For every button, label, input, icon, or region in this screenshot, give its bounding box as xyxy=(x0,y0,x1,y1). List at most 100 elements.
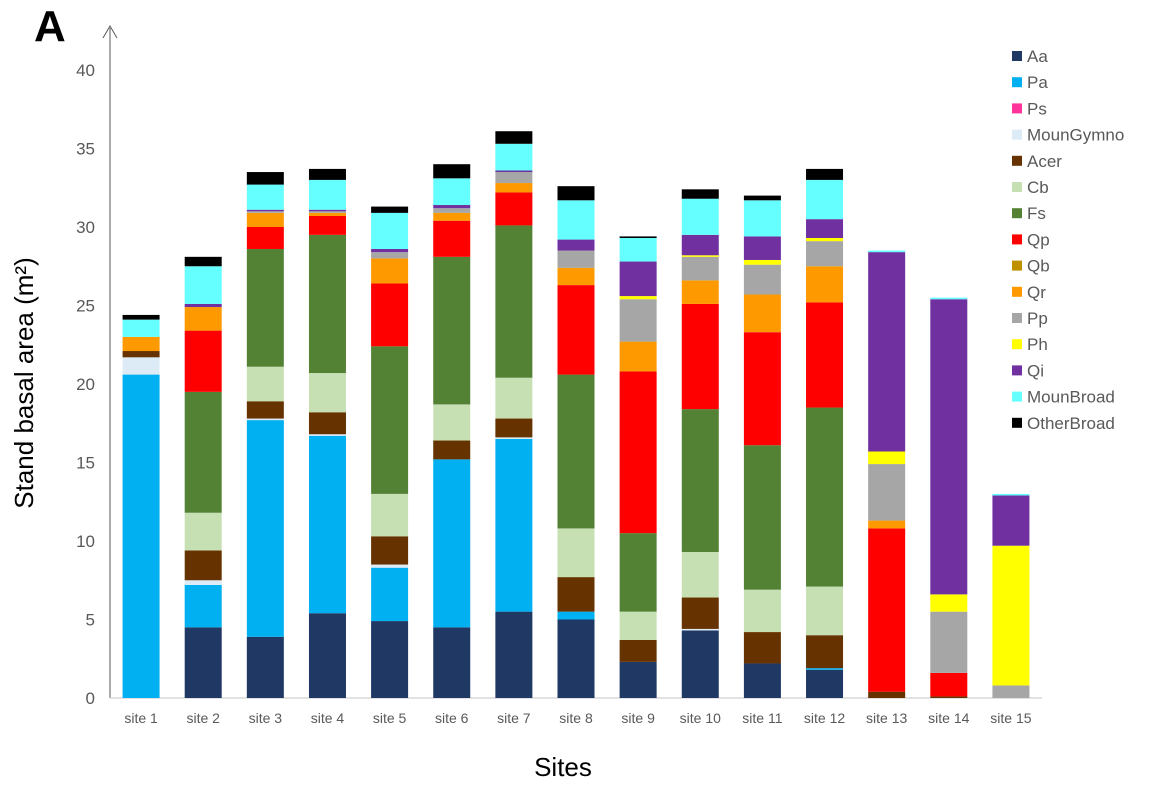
bar-segment xyxy=(371,248,409,253)
bar-segment xyxy=(246,418,284,421)
bar-segment xyxy=(992,495,1030,546)
y-tick-label: 25 xyxy=(76,297,95,316)
bar-segment xyxy=(495,437,533,439)
bar-segment xyxy=(184,256,222,267)
x-tick-label: site 9 xyxy=(621,710,655,726)
x-tick-label: site 4 xyxy=(311,710,345,726)
bar-segment xyxy=(246,209,284,212)
x-tick-label: site 7 xyxy=(497,710,531,726)
bar-segment xyxy=(371,621,409,698)
bar-segment xyxy=(557,239,595,251)
bar-segment xyxy=(806,266,844,303)
bar-segment xyxy=(371,258,409,284)
bar-segment xyxy=(246,184,284,210)
legend-swatch xyxy=(1012,339,1022,350)
bar-segment xyxy=(433,205,471,209)
bar-segment xyxy=(184,584,222,628)
bar-segment xyxy=(681,303,719,410)
bar-segment xyxy=(681,256,719,281)
bar-segment xyxy=(122,374,160,698)
bar-segment xyxy=(371,346,409,494)
bar-segment xyxy=(308,412,346,435)
legend-swatch xyxy=(1012,417,1022,428)
bar-segment xyxy=(681,189,719,199)
bar-segment xyxy=(495,131,533,144)
x-tick-label: site 5 xyxy=(373,710,407,726)
bar-segment xyxy=(743,663,781,698)
bar-segment xyxy=(681,409,719,552)
bar-segment xyxy=(184,512,222,551)
legend-label: Pa xyxy=(1027,73,1048,92)
bar-segment xyxy=(681,628,719,631)
bar-segment xyxy=(433,178,471,206)
bar-segment xyxy=(619,299,657,342)
bar-segment xyxy=(868,691,906,698)
bar-segment xyxy=(433,212,471,221)
x-tick-label: site 11 xyxy=(742,710,782,726)
bar-segment xyxy=(557,619,595,698)
bar-segment xyxy=(868,250,906,253)
bar-segment xyxy=(619,261,657,297)
legend-label: Cb xyxy=(1027,178,1049,197)
bar-segment xyxy=(992,493,1030,496)
bar-segment xyxy=(557,577,595,612)
x-tick-label: site 15 xyxy=(990,710,1031,726)
bar-segment xyxy=(246,636,284,698)
bar-segment xyxy=(433,220,471,257)
bar-segment xyxy=(868,252,906,452)
legend-swatch xyxy=(1012,103,1022,114)
bar-segment xyxy=(184,266,222,304)
legend-swatch xyxy=(1012,51,1022,61)
legend-swatch xyxy=(1012,234,1022,245)
x-tick-label: site 13 xyxy=(866,710,907,726)
bar-segment xyxy=(806,237,844,242)
bar-segment xyxy=(371,564,409,568)
bar-segment xyxy=(806,668,844,670)
legend-label: MounBroad xyxy=(1027,388,1115,407)
legend-swatch xyxy=(1012,129,1022,140)
legend: Aa Pa Ps MounGymno Acer Cb Fs Qp Qb Qr Pp Ph Qi MounB… xyxy=(1012,47,1124,433)
bar-segment xyxy=(433,627,471,698)
bar-segment xyxy=(619,236,657,238)
bar-segment xyxy=(930,696,968,698)
legend-swatch xyxy=(1012,286,1022,297)
bar-segment xyxy=(184,627,222,698)
bar-segment xyxy=(619,661,657,698)
bar-segment xyxy=(806,179,844,220)
bar-segment xyxy=(371,493,409,537)
bar-segment xyxy=(557,611,595,620)
y-axis-title: Stand basal area (m²) xyxy=(9,257,39,508)
legend-label: Pp xyxy=(1027,309,1048,328)
bar-segment xyxy=(743,632,781,664)
bar-segment xyxy=(992,685,1030,698)
bar-segment xyxy=(557,186,595,201)
bar-segment xyxy=(308,434,346,436)
bar-segment xyxy=(371,212,409,249)
bar-segment xyxy=(246,401,284,419)
bar-segment xyxy=(495,225,533,378)
bar-segment xyxy=(930,611,968,673)
bar-segment xyxy=(371,252,409,259)
bar-segment xyxy=(495,143,533,171)
bar-segment xyxy=(806,219,844,238)
x-tick-label: site 14 xyxy=(928,710,969,726)
bar-segment xyxy=(433,440,471,460)
legend-label: Qp xyxy=(1027,230,1050,249)
bar-segment xyxy=(371,536,409,565)
bar-segment xyxy=(868,451,906,465)
bar-segment xyxy=(246,172,284,185)
bar-segment xyxy=(743,294,781,333)
y-tick-label: 40 xyxy=(76,61,95,80)
bar-segment xyxy=(743,259,781,265)
legend-label: Qi xyxy=(1027,361,1044,380)
bar-segment xyxy=(806,635,844,669)
x-tick-label: site 8 xyxy=(559,710,593,726)
bar-segment xyxy=(246,212,284,227)
bar-segment xyxy=(619,533,657,612)
bar-segment xyxy=(122,357,160,375)
bar-segment xyxy=(743,200,781,237)
legend-swatch xyxy=(1012,208,1022,219)
bar-segment xyxy=(246,211,284,213)
bar-segment xyxy=(308,211,346,213)
